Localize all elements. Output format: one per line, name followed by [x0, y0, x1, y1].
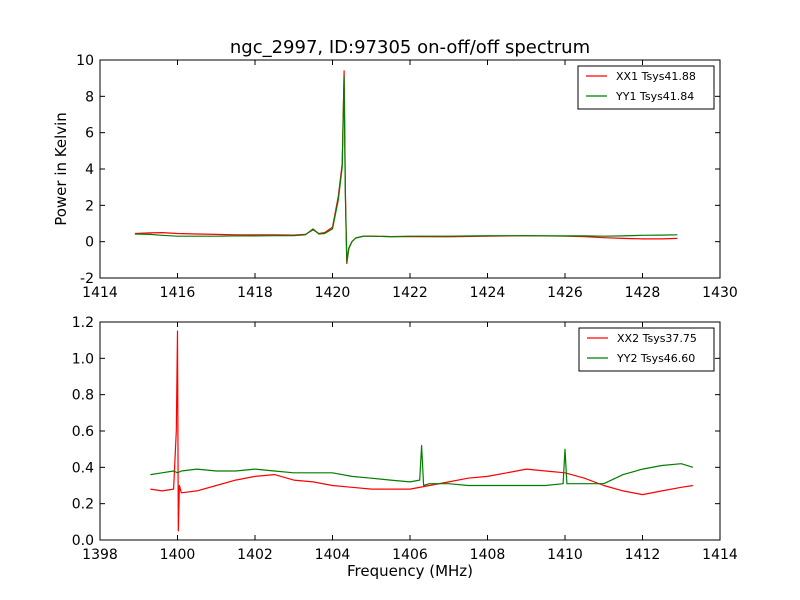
top-y-tick-label: -2 [80, 271, 94, 287]
top-y-axis-label: Power in Kelvin [52, 112, 70, 226]
top-legend-label-yy1: YY1 Tsys41.84 [615, 90, 694, 103]
top-x-tick-label: 1422 [392, 285, 428, 301]
top-subplot: ngc_2997, ID:97305 on-off/off spectrum P… [52, 37, 738, 301]
top-x-tick-label: 1416 [160, 285, 196, 301]
bottom-x-tick-label: 1400 [160, 547, 196, 563]
bottom-x-tick-label: 1414 [702, 547, 738, 563]
top-y-tick-label: 6 [85, 126, 94, 142]
bottom-x-tick-label: 1402 [237, 547, 273, 563]
top-legend-box [577, 65, 715, 110]
top-y-tick-label: 2 [85, 198, 94, 214]
bottom-series-line-yy [150, 444, 694, 487]
top-x-tick-label: 1414 [82, 285, 118, 301]
bottom-x-axis-label: Frequency (MHz) [347, 562, 473, 580]
bottom-y-tick-label: 0.8 [72, 388, 94, 404]
top-y-tick-label: 0 [85, 235, 94, 251]
top-chart-title: ngc_2997, ID:97305 on-off/off spectrum [230, 37, 590, 58]
bottom-x-tick-label: 1398 [82, 547, 118, 563]
bottom-x-tick-label: 1410 [547, 547, 583, 563]
bottom-axis-ticks: 1398 1400 1402 1404 1406 1408 1410 1412 1414 0.0 0… [72, 315, 738, 563]
top-series-line-yy [134, 75, 678, 263]
top-legend: XX1 Tsys41.88 YY1 Tsys41.84 [577, 65, 715, 110]
top-x-tick-label: 1418 [237, 285, 273, 301]
bottom-y-tick-label: 0.4 [72, 460, 94, 476]
bottom-legend-label-yy2: YY2 Tsys46.60 [616, 352, 695, 365]
top-y-tick-label: 8 [85, 89, 94, 105]
bottom-y-tick-label: 1.2 [72, 315, 94, 331]
bottom-x-tick-label: 1406 [392, 547, 428, 563]
bottom-series-lines [150, 330, 694, 532]
bottom-plot-frame [99, 321, 721, 541]
top-series-lines [134, 70, 678, 265]
top-axis-ticks: 1414 1416 1418 1420 1422 1424 1426 1428 1430 -2 0 2… [76, 53, 738, 301]
bottom-subplot: 1398 1400 1402 1404 1406 1408 1410 1412 1414 0.0 0… [72, 315, 738, 580]
top-legend-label-xx1: XX1 Tsys41.88 [616, 70, 696, 83]
top-x-tick-label: 1426 [547, 285, 583, 301]
top-plot-frame [99, 59, 721, 279]
bottom-series-line-xx [150, 330, 693, 532]
bottom-x-tick-label: 1404 [315, 547, 351, 563]
top-x-tick-label: 1428 [625, 285, 661, 301]
top-y-tick-label: 4 [85, 162, 94, 178]
bottom-legend-box [578, 327, 715, 372]
top-x-tick-label: 1424 [470, 285, 506, 301]
top-x-tick-label: 1420 [315, 285, 351, 301]
bottom-legend: XX2 Tsys37.75 YY2 Tsys46.60 [578, 327, 715, 372]
bottom-legend-label-xx2: XX2 Tsys37.75 [617, 332, 697, 345]
top-x-tick-label: 1430 [702, 285, 738, 301]
bottom-y-tick-label: 1.0 [72, 351, 94, 367]
top-y-tick-label: 10 [76, 53, 94, 69]
bottom-y-tick-label: 0.6 [72, 424, 94, 440]
bottom-x-tick-label: 1412 [625, 547, 661, 563]
bottom-y-tick-label: 0.2 [72, 497, 94, 513]
bottom-y-tick-label: 0.0 [72, 533, 94, 549]
bottom-x-tick-label: 1408 [470, 547, 506, 563]
